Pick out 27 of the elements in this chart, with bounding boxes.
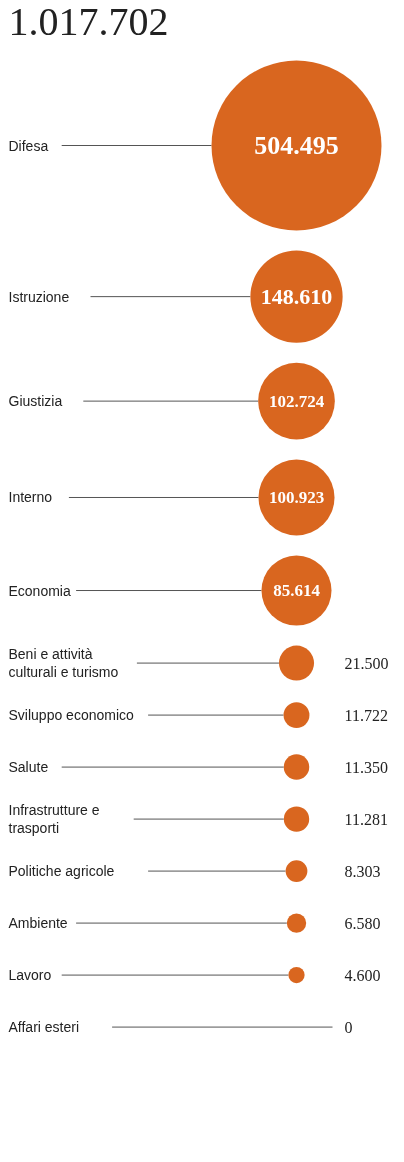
data-label: 11.350 [344,758,388,776]
category-label: Economia [8,582,71,599]
data-label: 100.923 [268,488,325,507]
data-label: 8.303 [344,862,381,880]
data-label: 6.580 [344,914,381,932]
category-label: Giustizia [8,393,63,410]
data-label: 102.724 [268,391,325,411]
category-label: Lavoro [8,967,52,984]
data-label: 0 [344,1018,353,1036]
category-label: Politiche agricole [8,863,115,880]
category-label: Istruzione [8,288,70,305]
category-label: Ambiente [8,915,68,932]
data-label: 504.495 [254,131,339,160]
category-label: Difesa [8,137,49,154]
category-label: Interno [8,489,53,506]
data-label: 11.281 [344,810,388,828]
category-label: Beni e attività culturali e turismo [8,646,119,680]
category-label: Infrastrutture e trasporti [8,802,100,836]
data-label: 85.614 [273,581,321,601]
category-label: Salute [8,759,49,776]
data-label: 148.610 [260,283,333,309]
category-label: Sviluppo economico [8,707,135,724]
text: 1.017.702 [8,0,169,44]
data-label: 4.600 [344,966,381,984]
category-label: Affari esteri [8,1019,80,1036]
data-label: 21.500 [344,654,389,672]
data-label: 11.722 [344,706,388,724]
